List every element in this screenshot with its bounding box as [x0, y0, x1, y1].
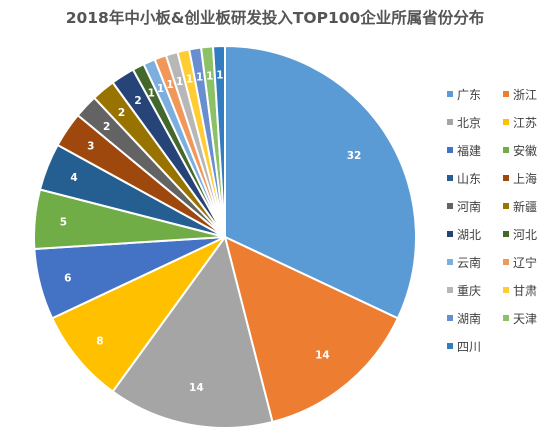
legend-swatch [503, 315, 509, 321]
legend-swatch [447, 119, 453, 125]
data-label-江苏: 8 [96, 335, 103, 347]
data-label-四川: 1 [216, 70, 223, 82]
legend-swatch [503, 91, 509, 97]
data-label-安徽: 5 [60, 217, 67, 229]
legend-item-云南: 云南 [447, 254, 481, 270]
legend-item-湖北: 湖北 [447, 226, 481, 242]
pie-slice-浙江 [223, 235, 400, 424]
legend-label: 山东 [457, 171, 482, 186]
legend-label: 广东 [457, 87, 482, 102]
data-label-湖南: 1 [196, 72, 203, 84]
legend-swatch [503, 259, 509, 265]
legend-label: 重庆 [457, 283, 482, 298]
data-label-上海: 3 [87, 141, 94, 153]
chart-title: 2018年中小板&创业板研发投入TOP100企业所属省份分布 [65, 9, 485, 27]
data-label-福建: 6 [64, 272, 71, 284]
data-label-云南: 1 [157, 83, 164, 95]
data-label-辽宁: 1 [166, 79, 173, 91]
data-label-甘肃: 1 [186, 74, 193, 86]
legend-item-重庆: 重庆 [447, 282, 481, 298]
legend-item-湖南: 湖南 [447, 310, 481, 326]
legend-label: 辽宁 [513, 255, 538, 270]
legend-swatch [503, 203, 509, 209]
legend-item-辽宁: 辽宁 [503, 254, 537, 270]
legend-swatch [503, 119, 509, 125]
legend-swatch [447, 231, 453, 237]
legend-label: 河北 [513, 227, 538, 242]
legend-swatch [447, 147, 453, 153]
legend-item-山东: 山东 [447, 170, 481, 186]
legend-swatch [447, 315, 453, 321]
legend-swatch [447, 259, 453, 265]
legend-label: 福建 [457, 143, 482, 158]
legend-label: 浙江 [513, 87, 538, 102]
legend-label: 安徽 [513, 143, 538, 158]
data-label-河南: 2 [103, 121, 110, 133]
legend-label: 四川 [457, 339, 482, 354]
legend-label: 天津 [513, 311, 538, 326]
legend-item-河南: 河南 [447, 198, 481, 214]
legend-item-广东: 广东 [447, 86, 481, 102]
data-label-山东: 4 [70, 172, 77, 184]
legend-item-江苏: 江苏 [503, 114, 537, 130]
legend-item-上海: 上海 [503, 170, 537, 186]
legend-item-甘肃: 甘肃 [503, 282, 537, 298]
pie-slice-广东 [224, 44, 417, 320]
legend-label: 湖北 [457, 227, 482, 242]
legend-swatch [447, 91, 453, 97]
data-label-河北: 1 [148, 87, 155, 99]
legend-item-浙江: 浙江 [503, 86, 537, 102]
legend-label: 甘肃 [513, 283, 538, 298]
legend-swatch [447, 175, 453, 181]
pie-slice-江苏 [50, 236, 226, 393]
data-label-重庆: 1 [176, 76, 183, 88]
legend-item-四川: 四川 [447, 338, 481, 354]
legend-label: 北京 [457, 115, 482, 130]
legend-label: 新疆 [513, 199, 538, 214]
pie-slice-北京 [111, 234, 274, 429]
legend-item-福建: 福建 [447, 142, 481, 158]
data-label-浙江: 14 [315, 350, 330, 362]
legend-label: 湖南 [457, 311, 482, 326]
legend-item-北京: 北京 [447, 114, 481, 130]
legend-label: 江苏 [513, 115, 538, 130]
legend-label: 云南 [457, 255, 482, 270]
legend-swatch [503, 231, 509, 237]
data-label-天津: 1 [206, 70, 213, 82]
legend-label: 上海 [513, 171, 538, 186]
legend-label: 河南 [457, 199, 482, 214]
legend-swatch [447, 203, 453, 209]
legend-swatch [503, 287, 509, 293]
pie-slice-四川 [211, 44, 226, 238]
legend-item-安徽: 安徽 [503, 142, 537, 158]
legend-swatch [503, 147, 509, 153]
legend-swatch [503, 175, 509, 181]
data-label-广东: 32 [347, 150, 362, 162]
legend-item-新疆: 新疆 [503, 198, 537, 214]
data-label-北京: 14 [189, 382, 204, 394]
legend-item-天津: 天津 [503, 310, 537, 326]
legend-swatch [447, 343, 453, 349]
data-label-新疆: 2 [118, 107, 125, 119]
data-label-湖北: 2 [134, 95, 141, 107]
legend-item-河北: 河北 [503, 226, 537, 242]
legend-swatch [447, 287, 453, 293]
